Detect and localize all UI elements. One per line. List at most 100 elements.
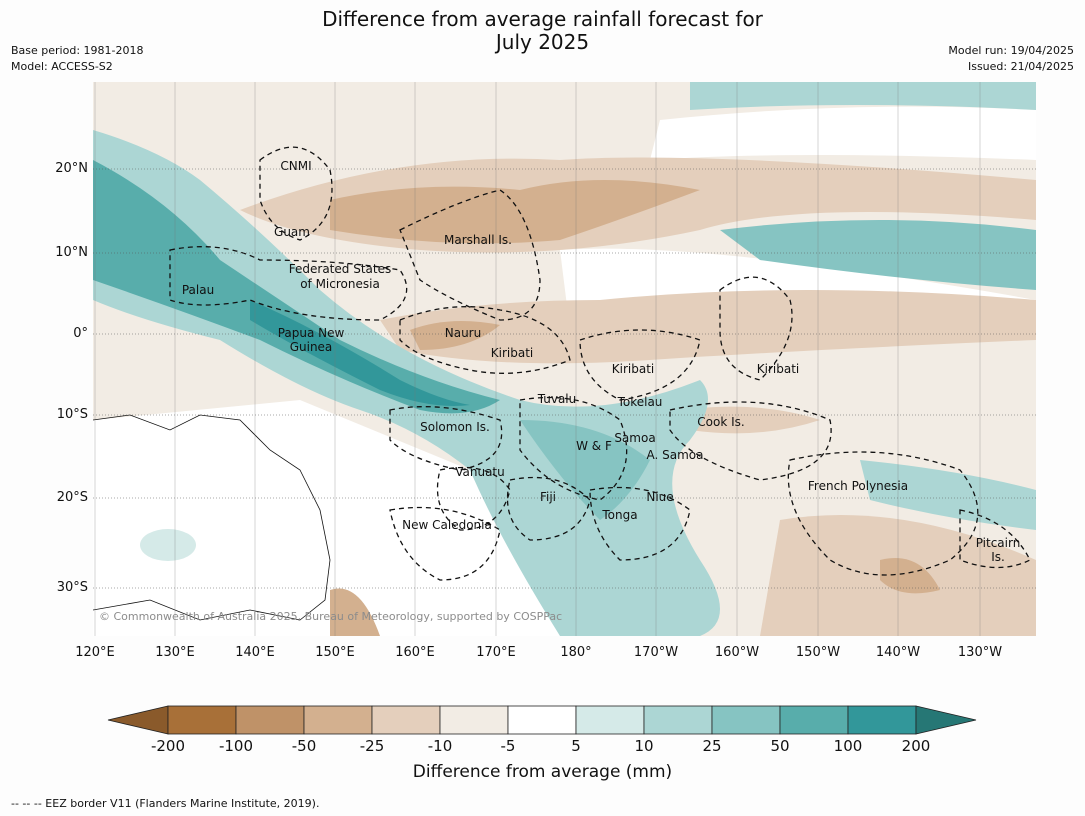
- place-label: Tokelau: [617, 395, 663, 409]
- eez-new-caledonia: [389, 506, 501, 581]
- wet-zone-northeast: [720, 220, 1036, 290]
- eez-fiji: [506, 476, 591, 541]
- dry-zone-pitcairn: [880, 558, 940, 594]
- place-label: Cook Is.: [697, 415, 744, 429]
- place-label: A. Samoa: [647, 448, 704, 462]
- dry-zone-nauru: [410, 321, 500, 350]
- place-label: Samoa: [614, 431, 655, 445]
- white-zone-north: [650, 106, 1036, 160]
- longitude-label: 170°W: [633, 645, 679, 660]
- longitude-label: 140°E: [235, 645, 275, 660]
- longitude-label: 150°W: [795, 645, 841, 660]
- dry-zone-marshall: [330, 180, 700, 244]
- meta-right: Model run: 19/04/2025 Issued: 21/04/2025: [948, 43, 1074, 75]
- latitude-label: 20°S: [56, 490, 88, 505]
- colorbar-tick-label: -25: [359, 737, 385, 755]
- place-label: Kiribati: [757, 362, 799, 376]
- longitude-label: 130°W: [957, 645, 1003, 660]
- colorbar-segment: [507, 705, 577, 735]
- dry-zone-cook: [680, 406, 820, 434]
- colorbar-segment: [303, 705, 373, 735]
- white-zone-southwest: [93, 400, 560, 636]
- place-label: Palau: [182, 283, 214, 297]
- place-label: W & F: [576, 439, 612, 453]
- place-label: Nauru: [445, 326, 481, 340]
- colorbar-segment: [643, 705, 713, 735]
- model-run: Model run: 19/04/2025: [948, 44, 1074, 57]
- colorbar-tick-label: -50: [291, 737, 317, 755]
- place-label: Pitcairn: [976, 536, 1021, 550]
- wet-zone-png: [250, 300, 470, 406]
- colorbar-tick-label: 25: [702, 737, 722, 755]
- wet-zone-samoa: [520, 420, 650, 520]
- colorbar-tick-label: 50: [770, 737, 790, 755]
- place-label: Solomon Is.: [420, 420, 490, 434]
- wet-zone-australia: [140, 529, 196, 561]
- eez-kiribati-west: [399, 306, 571, 374]
- place-label: CNMI: [280, 159, 311, 173]
- longitude-label: 150°E: [315, 645, 355, 660]
- eez-kiribati-east: [719, 276, 793, 381]
- australia-coastline: [93, 414, 331, 621]
- colorbar-tick-label: -200: [150, 737, 186, 755]
- longitude-label: 140°W: [875, 645, 921, 660]
- latitude-label: 30°S: [56, 580, 88, 595]
- longitude-label: 130°E: [155, 645, 195, 660]
- colorbar-tick-label: -10: [427, 737, 453, 755]
- eez-pitcairn: [959, 509, 1031, 569]
- longitude-label: 120°E: [75, 645, 115, 660]
- dry-zone-equator: [380, 290, 1036, 364]
- colorbar-tick-label: 100: [833, 737, 863, 755]
- place-label: Guam: [274, 225, 310, 239]
- dry-zone-tasman: [330, 588, 380, 636]
- place-label: Niue: [646, 490, 673, 504]
- place-label: Kiribati: [612, 362, 654, 376]
- latitude-label: 10°S: [56, 407, 88, 422]
- longitude-label: 160°E: [395, 645, 435, 660]
- colorbar-extend-high: [915, 705, 977, 735]
- colorbar-segment: [167, 705, 237, 735]
- place-label: New Caledonia: [402, 518, 492, 532]
- colorbar-segment: [711, 705, 781, 735]
- colorbar-tick-label: -100: [218, 737, 254, 755]
- colorbar-segment: [235, 705, 305, 735]
- place-label: of Micronesia: [300, 277, 380, 291]
- latitude-label: 0°: [73, 326, 88, 341]
- place-label: Guinea: [290, 340, 333, 354]
- base-period: Base period: 1981-2018: [11, 44, 144, 57]
- title-line-2: July 2025: [495, 30, 590, 54]
- colorbar-segment: [371, 705, 441, 735]
- eez-cnmi: [259, 146, 333, 241]
- place-label: Is.: [991, 550, 1005, 564]
- colorbar-label: Difference from average (mm): [412, 762, 673, 782]
- meta-left: Base period: 1981-2018 Model: ACCESS-S2: [11, 43, 143, 75]
- place-label: Marshall Is.: [444, 233, 512, 247]
- colorbar-segment: [779, 705, 849, 735]
- colorbar-segment: [439, 705, 509, 735]
- colorbar-tick-label: 200: [901, 737, 931, 755]
- model-name: Model: ACCESS-S2: [11, 60, 113, 73]
- issued-date: Issued: 21/04/2025: [967, 60, 1074, 73]
- latitude-label: 10°N: [55, 245, 88, 260]
- eez-vanuatu: [436, 466, 511, 531]
- colorbar-tick-label: -5: [500, 737, 516, 755]
- place-label: Papua New: [278, 326, 345, 340]
- rainfall-map: CNMI Guam Marshall Is. Federated States …: [93, 82, 1036, 636]
- colorbar-segment: [575, 705, 645, 735]
- eez-cook: [669, 401, 832, 481]
- place-label: Federated States: [289, 262, 391, 276]
- longitude-label: 160°W: [714, 645, 760, 660]
- colorbar-tick-label: 5: [571, 737, 581, 755]
- map-title: Difference from average rainfall forecas…: [0, 8, 1085, 54]
- place-label: Tuvalu: [537, 392, 577, 406]
- wet-zone-core: [93, 160, 500, 414]
- place-label: Tonga: [601, 508, 637, 522]
- place-label: Vanuatu: [455, 465, 505, 479]
- eez-french-polynesia: [787, 451, 979, 576]
- wet-zone-north: [690, 82, 1036, 110]
- longitude-label: 180°: [560, 645, 592, 660]
- colorbar-segment: [847, 705, 917, 735]
- place-label: Kiribati: [491, 346, 533, 360]
- place-label: French Polynesia: [808, 479, 908, 493]
- eez-micronesia: [169, 246, 408, 321]
